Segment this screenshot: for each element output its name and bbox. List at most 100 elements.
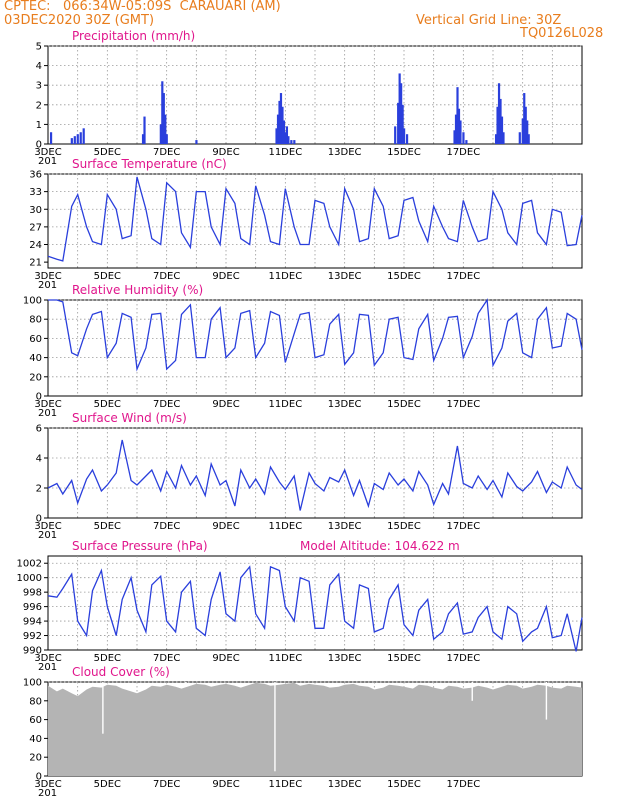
precip-bar [282, 120, 286, 144]
precip-bar [162, 93, 165, 144]
humidity-ytick-label: 40 [29, 353, 42, 364]
precip-bar [276, 114, 280, 144]
precipitation-xtick-label: 7DEC [153, 147, 180, 158]
temperature-title: Surface Temperature (nC) [72, 157, 227, 171]
precip-bar [195, 140, 198, 144]
pressure-ytick-label: 1002 [17, 559, 42, 570]
humidity-xtick-label: 3DEC [34, 399, 61, 410]
precip-bar [401, 104, 404, 144]
temperature-xtick-label: 13DEC [328, 271, 362, 282]
precip-bar [496, 106, 499, 144]
humidity-ytick-label: 60 [29, 334, 42, 345]
wind-xtick-label: 13DEC [328, 521, 362, 532]
header-location: 066:34W-05:09S [62, 0, 172, 14]
precipitation-ytick-label: 5 [36, 42, 42, 53]
wind-xtick-label: 9DEC [212, 521, 239, 532]
precip-bar [279, 93, 283, 144]
humidity-xtick-label: 9DEC [212, 399, 239, 410]
cloud-xtick-label: 11DEC [268, 779, 302, 790]
precip-bar [524, 106, 527, 144]
precip-bar [290, 140, 293, 144]
precip-bar [278, 100, 281, 144]
precipitation-year-stub: 201 [38, 156, 57, 167]
precip-bar [456, 87, 459, 144]
precip-bar [518, 132, 521, 144]
cloud-ytick-label: 40 [29, 734, 42, 745]
header-run-code: TQ0126L028 [520, 26, 604, 41]
humidity-xtick-label: 15DEC [387, 399, 421, 410]
temperature-xtick-label: 17DEC [446, 271, 480, 282]
cloud-xtick-label: 13DEC [328, 779, 362, 790]
humidity-ytick-label: 100 [23, 296, 42, 307]
temperature-ytick-label: 30 [29, 205, 42, 216]
precip-bar [462, 132, 465, 144]
pressure-xtick-label: 3DEC [34, 653, 61, 664]
humidity-title: Relative Humidity (%) [72, 283, 203, 297]
temperature-xtick-label: 11DEC [268, 271, 302, 282]
pressure-xtick-label: 7DEC [153, 653, 180, 664]
pressure-xtick-label: 9DEC [212, 653, 239, 664]
precip-bar [79, 132, 82, 144]
precip-bar [398, 73, 401, 144]
humidity-line [48, 298, 583, 372]
precipitation-ytick-label: 1 [36, 120, 42, 131]
pressure-xtick-label: 15DEC [387, 653, 421, 664]
precip-bar [521, 118, 524, 144]
humidity-xtick-label: 7DEC [153, 399, 180, 410]
precip-bar [459, 120, 462, 144]
pressure-xtick-label: 13DEC [328, 653, 362, 664]
precip-bar [82, 128, 85, 144]
precip-bar [284, 132, 287, 144]
precip-bar [70, 138, 73, 144]
humidity-xtick-label: 5DEC [94, 399, 121, 410]
precip-bar [527, 134, 530, 144]
precip-bar [497, 83, 501, 144]
humidity-ytick-label: 0 [36, 392, 42, 403]
pressure-xtick-label: 17DEC [446, 653, 480, 664]
temperature-xtick-label: 15DEC [387, 271, 421, 282]
header-source: CPTEC: [4, 0, 51, 14]
temperature-ytick-label: 24 [29, 240, 42, 251]
pressure-ytick-label: 992 [23, 631, 42, 642]
temperature-ytick-label: 27 [29, 222, 42, 233]
pressure-ytick-label: 1000 [17, 573, 42, 584]
wind-xtick-label: 15DEC [387, 521, 421, 532]
temperature-ytick-label: 21 [29, 258, 42, 269]
cloud-year-stub: 201 [38, 788, 57, 799]
wind-ytick-label: 0 [36, 514, 42, 525]
pressure-title: Surface Pressure (hPa) [72, 539, 208, 553]
precip-bar [143, 116, 146, 144]
wind-ytick-label: 4 [36, 454, 42, 465]
temperature-xtick-label: 5DEC [94, 271, 121, 282]
precip-bar [499, 98, 502, 144]
header-station: CARAUARI (AM) [179, 0, 281, 14]
precipitation-xtick-label: 13DEC [328, 147, 362, 158]
precip-bar [287, 136, 290, 144]
temperature-line [47, 176, 583, 262]
precip-bar [500, 116, 504, 144]
cloud-xtick-label: 5DEC [94, 779, 121, 790]
cloud-xtick-label: 15DEC [387, 779, 421, 790]
precip-bar [281, 106, 284, 144]
header-init-time: 03DEC2020 30Z (GMT) [4, 13, 155, 28]
wind-xtick-label: 7DEC [153, 521, 180, 532]
temperature-ytick-label: 33 [29, 187, 42, 198]
precipitation-xtick-label: 5DEC [94, 147, 121, 158]
cloud-xtick-label: 3DEC [34, 779, 61, 790]
cloud-area [48, 682, 582, 776]
pressure-line [47, 565, 583, 652]
humidity-xtick-label: 13DEC [328, 399, 362, 410]
precip-bar [526, 120, 529, 144]
pressure-subtitle: Model Altitude: 104.622 m [300, 539, 460, 553]
humidity-ytick-label: 80 [29, 315, 42, 326]
cloud-ytick-label: 20 [29, 753, 42, 764]
temperature-frame [47, 173, 583, 269]
pressure-year-stub: 201 [38, 662, 57, 673]
precipitation-xtick-label: 17DEC [446, 147, 480, 158]
temperature-xtick-label: 3DEC [34, 271, 61, 282]
temperature-ytick-label: 36 [29, 170, 42, 181]
wind-ytick-label: 6 [36, 424, 42, 435]
precip-bar [161, 81, 164, 144]
temperature-year-stub: 201 [38, 280, 57, 291]
humidity-year-stub: 201 [38, 408, 57, 419]
